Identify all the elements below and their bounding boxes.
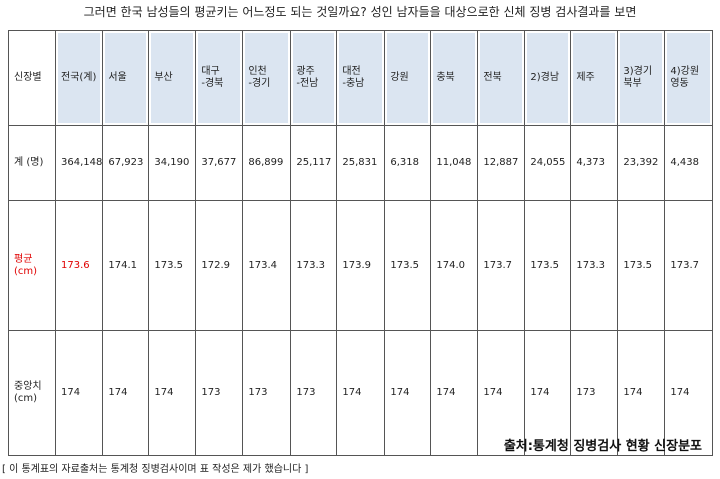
footnote: [ 이 통계표의 자료출처는 통계청 징병검사이며 표 작성은 제가 했습니다 … bbox=[2, 464, 309, 475]
header-cell: 대구 -경북 bbox=[195, 30, 244, 126]
table-cell: 174 bbox=[102, 330, 150, 456]
table-cell: 174 bbox=[54, 330, 104, 456]
table-cell: 37,677 bbox=[195, 125, 244, 201]
table-cell: 173 bbox=[570, 330, 619, 456]
table-cell: 174 bbox=[336, 330, 386, 456]
table-row: 중앙치 (cm) 174 174 174 173 173 173 174 174 174 174 17… bbox=[8, 330, 714, 456]
header-cell: 대전 -충남 bbox=[336, 30, 386, 126]
table-cell: 364,148 bbox=[54, 125, 104, 201]
table-cell: 174 bbox=[384, 330, 432, 456]
data-table: 신장별 전국(계) 서울 부산 대구 -경북 인천 -경기 광주 -전남 대전 -충남 강원 충북… bbox=[8, 30, 714, 456]
table-cell: 174.0 bbox=[430, 200, 479, 331]
header-cell: 전국(계) bbox=[54, 30, 104, 126]
table-cell: 172.9 bbox=[195, 200, 244, 331]
table-cell: 174.1 bbox=[102, 200, 150, 331]
header-cell: 3)경기 북부 bbox=[617, 30, 666, 126]
table-cell: 173.9 bbox=[336, 200, 386, 331]
header-cell: 광주 -전남 bbox=[290, 30, 338, 126]
table-cell: 25,831 bbox=[336, 125, 386, 201]
header-cell: 2)경남 bbox=[524, 30, 572, 126]
table-cell: 174 bbox=[617, 330, 666, 456]
table-cell: 25,117 bbox=[290, 125, 338, 201]
table-cell: 173.6 bbox=[54, 200, 104, 331]
table-cell: 6,318 bbox=[384, 125, 432, 201]
table-cell: 173.3 bbox=[570, 200, 619, 331]
table-row: 평균 (cm) 173.6 174.1 173.5 172.9 173.4 173.3 173… bbox=[8, 200, 714, 331]
table-cell: 173.3 bbox=[290, 200, 338, 331]
table-row: 신장별 전국(계) 서울 부산 대구 -경북 인천 -경기 광주 -전남 대전 -충남 강원 충북… bbox=[8, 30, 714, 126]
table-cell: 중앙치 (cm) bbox=[8, 330, 56, 456]
table-cell: 12,887 bbox=[477, 125, 526, 201]
table-cell: 평균 (cm) bbox=[8, 200, 56, 331]
header-cell: 부산 bbox=[148, 30, 197, 126]
table-cell: 173 bbox=[290, 330, 338, 456]
table-cell: 174 bbox=[664, 330, 714, 456]
table-cell: 24,055 bbox=[524, 125, 572, 201]
table-cell: 4,438 bbox=[664, 125, 714, 201]
table-cell: 173.5 bbox=[384, 200, 432, 331]
table-cell: 34,190 bbox=[148, 125, 197, 201]
header-cell: 신장별 bbox=[8, 30, 56, 126]
table-cell: 4,373 bbox=[570, 125, 619, 201]
table-cell: 173.7 bbox=[477, 200, 526, 331]
table-cell: 173.5 bbox=[524, 200, 572, 331]
source: 출처:통계청 징병검사 현황 신장분포 bbox=[503, 439, 702, 454]
table-cell: 86,899 bbox=[242, 125, 292, 201]
header-cell: 제주 bbox=[570, 30, 619, 126]
table-cell: 174 bbox=[148, 330, 197, 456]
table-cell: 67,923 bbox=[102, 125, 150, 201]
header-cell: 인천 -경기 bbox=[242, 30, 292, 126]
header-cell: 충북 bbox=[430, 30, 479, 126]
table-cell: 계 (명) bbox=[8, 125, 56, 201]
table-row: 계 (명) 364,148 67,923 34,190 37,677 86,899 25,1… bbox=[8, 125, 714, 201]
header-cell: 강원 bbox=[384, 30, 432, 126]
caption: 그러면 한국 남성들의 평균키는 어느정도 되는 것일까요? 성인 남자들을 대… bbox=[83, 5, 637, 19]
header-cell: 4)강원 영동 bbox=[664, 30, 714, 126]
header-cell: 서울 bbox=[102, 30, 150, 126]
table-cell: 23,392 bbox=[617, 125, 666, 201]
table-cell: 174 bbox=[430, 330, 479, 456]
table-cell: 173.5 bbox=[148, 200, 197, 331]
table-cell: 173.5 bbox=[617, 200, 666, 331]
table-cell: 173 bbox=[242, 330, 292, 456]
header-cell: 전북 bbox=[477, 30, 526, 126]
table-cell: 173.4 bbox=[242, 200, 292, 331]
table-cell: 11,048 bbox=[430, 125, 479, 201]
table-cell: 173.7 bbox=[664, 200, 714, 331]
table-cell: 173 bbox=[195, 330, 244, 456]
